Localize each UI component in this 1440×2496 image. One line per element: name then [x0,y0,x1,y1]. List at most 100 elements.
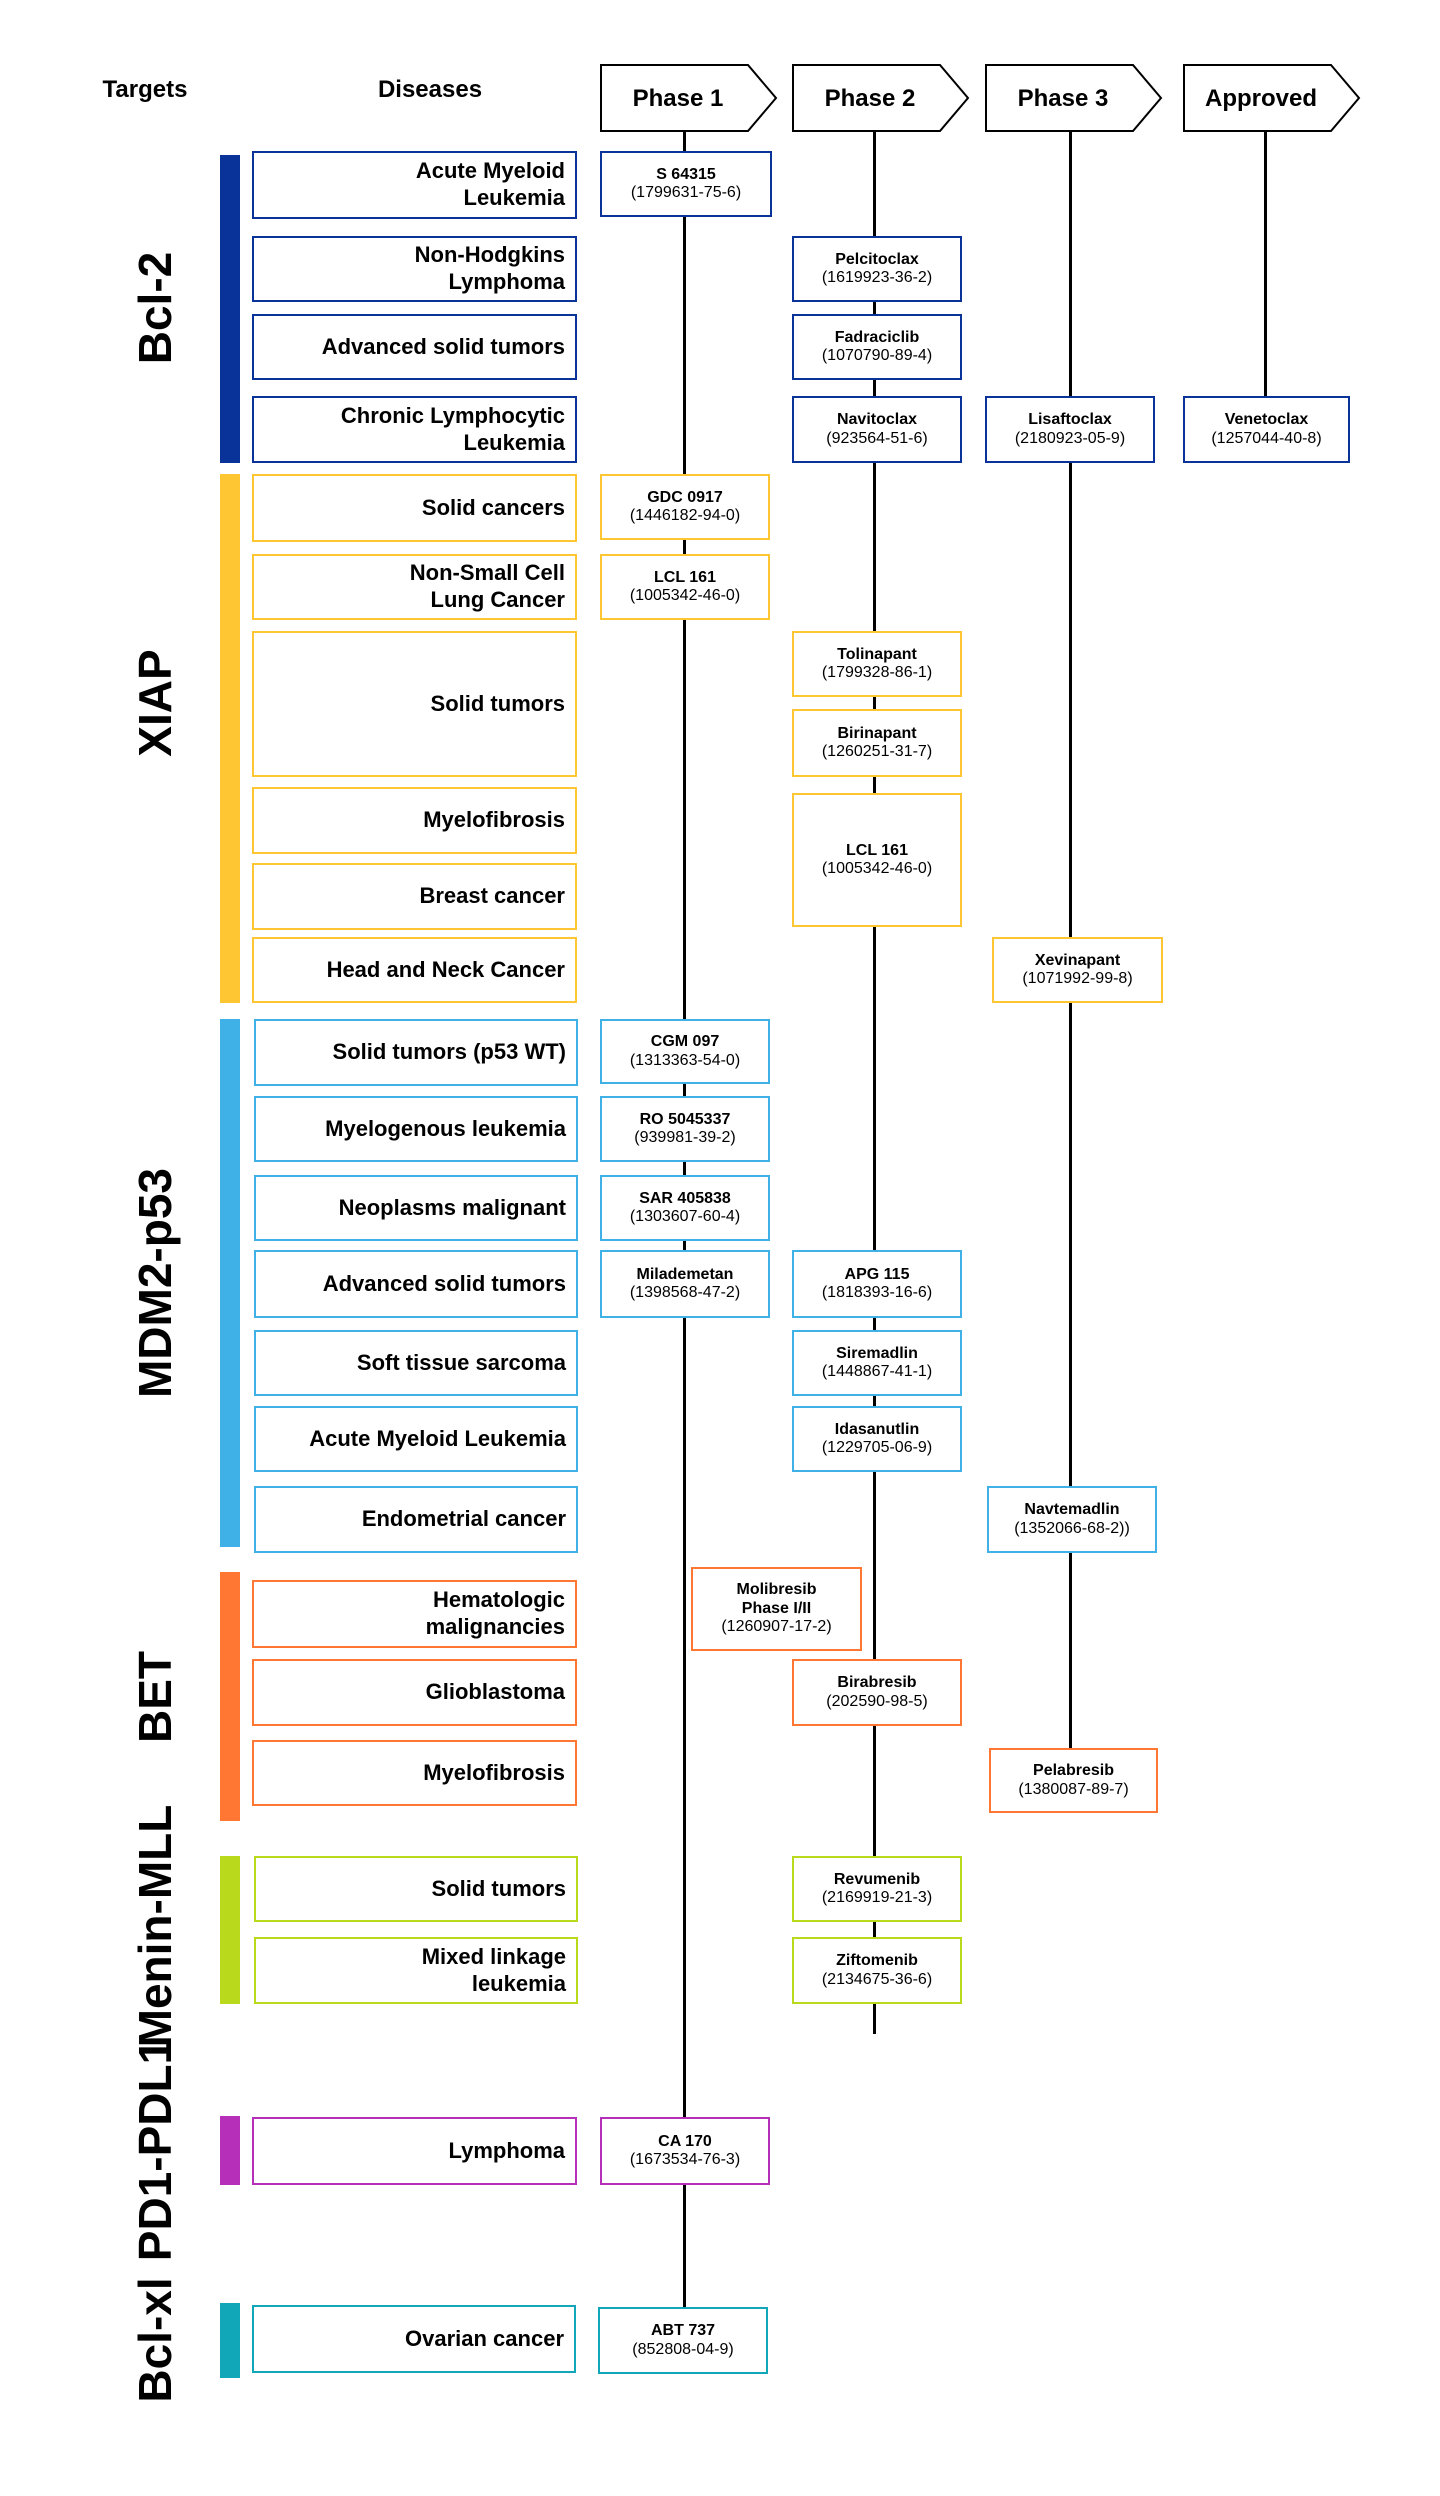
disease-box: Chronic Lymphocytic Leukemia [252,396,577,463]
compound-box: LCL 161 (1005342-46-0) [792,793,962,927]
phase-header-phase-3: Phase 3 [985,64,1163,132]
compound-cas-number: (1257044-40-8) [1211,429,1322,447]
disease-box: Endometrial cancer [254,1486,578,1553]
disease-box: Advanced solid tumors [252,314,577,380]
phase-connector-line [1264,132,1267,396]
compound-box: Revumenib (2169919-21-3) [792,1856,962,1922]
target-color-bar [220,2303,240,2378]
target-label-xiap: XIAP [129,649,181,757]
compound-cas-number: (1380087-89-7) [1018,1780,1129,1798]
compound-box: Tolinapant (1799328-86-1) [792,631,962,697]
compound-cas-number: (1352066-68-2)) [1014,1519,1130,1537]
target-label-bet: BET [129,1651,181,1743]
compound-cas-number: (1071992-99-8) [1022,970,1133,987]
target-color-bar [220,1572,240,1821]
disease-box: Lymphoma [252,2117,577,2185]
disease-name: Solid tumors [431,1875,566,1901]
compound-name: Milademetan [636,1265,734,1283]
compound-name: Revumenib [833,1870,921,1888]
disease-name: Chronic Lymphocytic Leukemia [340,402,565,455]
disease-name: Lymphoma [448,2137,565,2163]
compound-box: Birabresib (202590-98-5) [792,1659,962,1726]
disease-box: Solid tumors (p53 WT) [254,1019,578,1086]
phase-arrow-shape [792,64,970,132]
compound-cas-number: (923564-51-6) [826,429,928,447]
compound-box: Xevinapant (1071992-99-8) [992,937,1163,1003]
compound-cas-number: (1070790-89-4) [821,347,933,364]
compound-cas-number: (1005342-46-0) [821,860,933,877]
compound-cas-number: (2169919-21-3) [821,1889,933,1906]
compound-name: GDC 0917 [647,488,723,506]
compound-box: Venetoclax (1257044-40-8) [1183,396,1350,463]
compound-cas-number: (1260907-17-2) [721,1618,832,1636]
disease-name: Hematologic malignancies [425,1587,565,1639]
disease-box: Non-Hodgkins Lymphoma [252,236,577,302]
disease-box: Myelofibrosis [252,787,577,854]
compound-name: S 64315 [656,165,716,183]
compound-name: Idasanutlin [834,1420,920,1438]
disease-name: Myelofibrosis [423,1759,565,1785]
compound-name: Navtemadlin [1024,1501,1120,1519]
compound-box: SAR 405838 (1303607-60-4) [600,1175,770,1241]
compound-box: APG 115 (1818393-16-6) [792,1250,962,1318]
disease-name: Advanced solid tumors [322,1270,566,1296]
target-color-bar [220,155,240,463]
disease-name: Solid tumors (p53 WT) [332,1039,566,1065]
compound-box: ABT 737 (852808-04-9) [598,2307,768,2374]
target-color-bar [220,1856,240,2004]
phase-label: Phase 2 [825,85,916,112]
disease-name: Solid cancers [421,494,565,520]
compound-box: Pelabresib (1380087-89-7) [989,1748,1158,1813]
compound-name: RO 5045337 [639,1110,731,1128]
compound-name: ABT 737 [650,2322,716,2340]
phase-label: Phase 3 [1018,85,1109,112]
disease-name: Mixed linkage leukemia [421,1943,566,1996]
phase-header-phase-1: Phase 1 [600,64,778,132]
compound-box: LCL 161 (1005342-46-0) [600,554,770,620]
compound-box: CGM 097 (1313363-54-0) [600,1019,770,1084]
target-label-menin-mll: Menin-MLL [129,1804,181,2048]
disease-name: Endometrial cancer [361,1506,566,1532]
compound-cas-number: (202590-98-5) [826,1692,928,1710]
compound-box: RO 5045337 (939981-39-2) [600,1096,770,1162]
disease-name: Solid tumors [430,690,565,716]
compound-box: CA 170 (1673534-76-3) [600,2117,770,2185]
disease-name: Non-Small Cell Lung Cancer [409,560,565,612]
compound-box: GDC 0917 (1446182-94-0) [600,474,770,540]
compound-cas-number: (1229705-06-9) [821,1439,933,1456]
compound-cas-number: (1398568-47-2) [629,1284,741,1301]
disease-box: Acute Myeloid Leukemia [254,1406,578,1472]
compound-name: APG 115 [844,1265,910,1283]
compound-name: LCL 161 [846,841,908,859]
phase-arrow-shape [600,64,778,132]
disease-box: Solid tumors [254,1856,578,1922]
phase-header-approved: Approved [1183,64,1361,132]
disease-box: Breast cancer [252,863,577,930]
compound-box: Siremadlin (1448867-41-1) [792,1330,962,1396]
compound-name: Xevinapant [1034,951,1121,969]
compound-cas-number: (939981-39-2) [634,1129,736,1146]
target-label-bcl-2: Bcl-2 [129,251,181,365]
compound-box: Ziftomenib (2134675-36-6) [792,1937,962,2004]
compound-box: Milademetan (1398568-47-2) [600,1250,770,1318]
compound-box: Molibresib Phase I/II (1260907-17-2) [691,1567,862,1651]
phase-label: Phase 1 [633,85,724,112]
disease-box: Solid cancers [252,474,577,542]
disease-name: Myelogenous leukemia [325,1115,566,1141]
disease-box: Advanced solid tumors [254,1250,578,1318]
compound-name: Navitoclax [836,411,918,429]
compound-box: Lisaftoclax (2180923-05-9) [985,396,1155,463]
phase-connector-line [683,132,686,2352]
disease-name: Advanced solid tumors [321,333,565,359]
disease-box: Glioblastoma [252,1659,577,1726]
compound-box: Fadraciclib (1070790-89-4) [792,314,962,380]
compound-box: Pelcitoclax (1619923-36-2) [792,236,962,302]
compound-box: Navitoclax (923564-51-6) [792,396,962,463]
compound-name: CGM 097 [650,1033,720,1051]
compound-cas-number: (2134675-36-6) [821,1970,933,1988]
compound-cas-number: (1313363-54-0) [629,1051,741,1069]
target-label-mdm2-p53: MDM2-p53 [129,1167,181,1399]
compound-cas-number: (1448867-41-1) [821,1363,933,1380]
compound-cas-number: (1799328-86-1) [821,664,933,681]
compound-name: SAR 405838 [639,1189,731,1207]
